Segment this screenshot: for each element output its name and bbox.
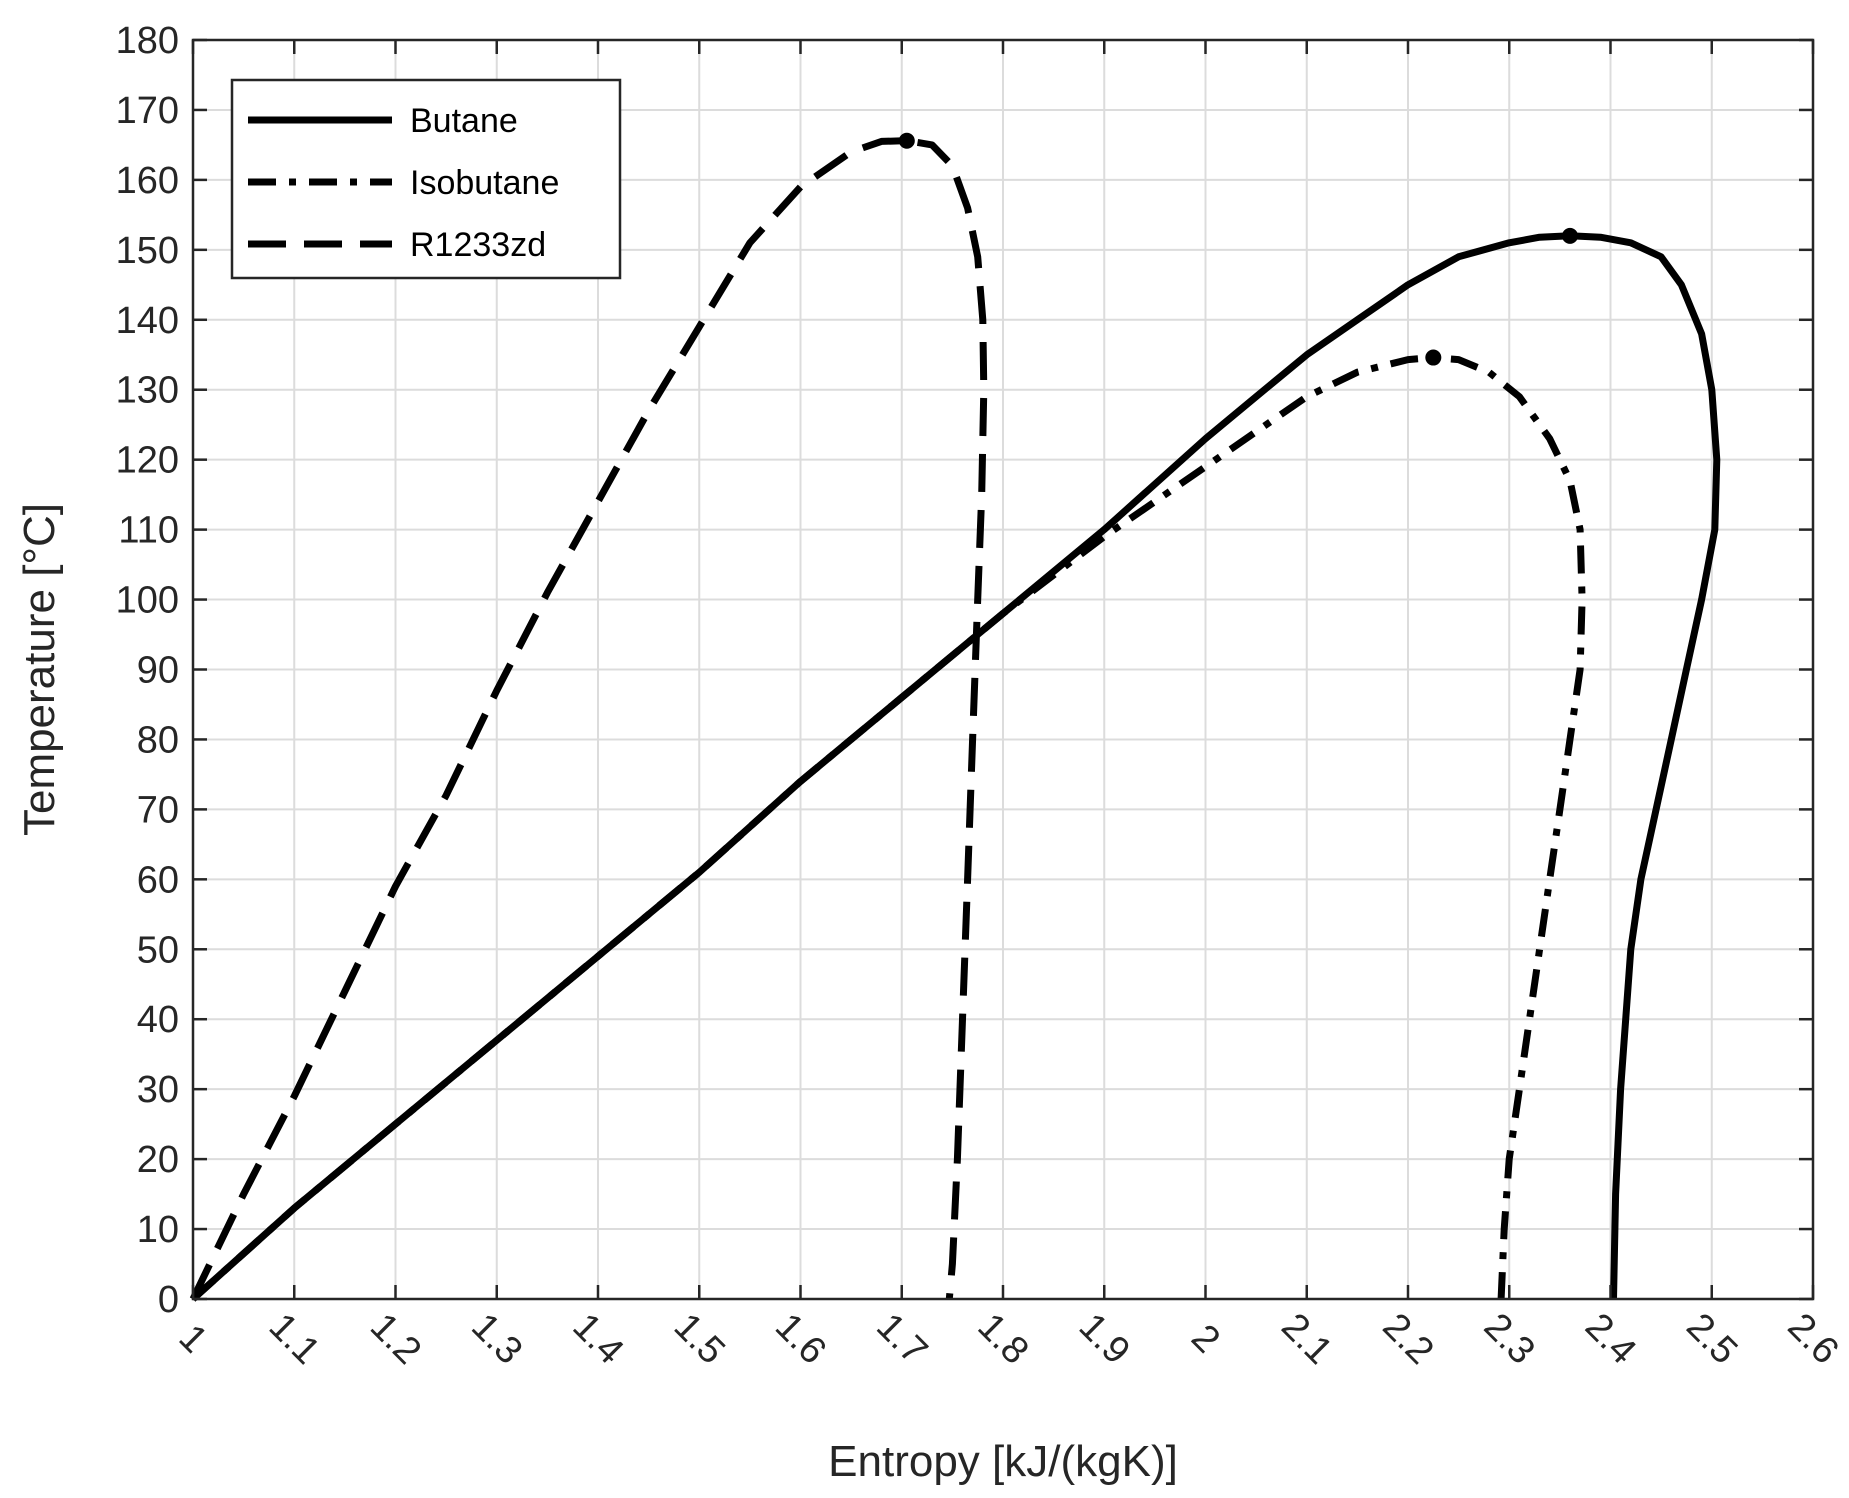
x-tick-label: 1 [171,1317,216,1362]
y-tick-label: 0 [158,1279,179,1321]
x-tick-label: 1.9 [1071,1305,1138,1372]
critical-point-r1233zd [898,132,915,149]
y-tick-label: 170 [116,90,179,132]
legend-label-butane: Butane [410,102,518,140]
x-tick-label: 1.7 [868,1305,935,1372]
x-tick-label: 2.5 [1678,1305,1745,1372]
plot-series [189,137,1721,1302]
x-tick-label: 1.3 [463,1305,530,1372]
x-tick-label: 2 [1183,1317,1228,1362]
critical-point-butane [1562,227,1578,244]
axis-ticks [191,38,1815,1301]
y-tick-label: 180 [116,20,179,62]
legend-box [230,78,622,280]
x-tick-label: 2.4 [1577,1305,1644,1372]
x-tick-label: 2.1 [1273,1305,1340,1372]
series-line-isobutane [190,354,1586,1302]
y-tick-label: 70 [137,789,179,831]
x-tick-label: 1.6 [767,1305,834,1372]
y-tick-label: 120 [116,440,179,482]
x-tick-label: 2.6 [1779,1305,1846,1372]
legend-label-r1233zd: R1233zd [410,226,546,264]
y-tick-label: 10 [137,1209,179,1251]
y-tick-label: 60 [137,859,179,901]
legend: Butane Isobutane R1233zd [230,78,622,280]
y-tick-label: 20 [137,1139,179,1181]
legend-label-isobutane: Isobutane [410,164,559,202]
y-tick-label: 90 [137,650,179,692]
y-axis-label: Temperature [°C] [15,503,64,836]
y-tick-label: 80 [137,719,179,761]
y-tick-label: 100 [116,580,179,622]
y-tick-label: 30 [137,1069,179,1111]
y-tick-label: 110 [118,510,179,552]
x-tick-label: 1.1 [261,1305,328,1372]
x-tick-label: 2.2 [1374,1305,1441,1372]
y-tick-label: 140 [116,300,179,342]
series-line-r1233zd [189,137,988,1301]
y-tick-label: 160 [116,160,179,202]
y-tick-label: 150 [116,230,179,272]
critical-points [898,132,1578,366]
y-tick-label: 40 [137,999,179,1041]
x-axis-label: Entropy [kJ/(kgK)] [828,1437,1178,1486]
x-tick-label: 1.2 [362,1305,429,1372]
critical-point-isobutane [1425,349,1442,366]
y-tick-label: 130 [116,370,179,412]
x-tick-label: 1.5 [666,1305,733,1372]
x-tick-labels: 1 1.1 1.2 1.3 1.4 1.5 1.6 1.7 1.8 1.9 2 2.1 2.2 2.3 2.… [171,1305,1847,1372]
x-tick-label: 1.8 [969,1305,1036,1372]
x-tick-label: 1.4 [564,1305,631,1372]
y-tick-labels: 0 10 20 30 40 50 60 70 80 90 100 110 120 130 140 150 160… [116,20,179,1321]
x-tick-label: 2.3 [1476,1305,1543,1372]
y-tick-label: 50 [137,929,179,971]
